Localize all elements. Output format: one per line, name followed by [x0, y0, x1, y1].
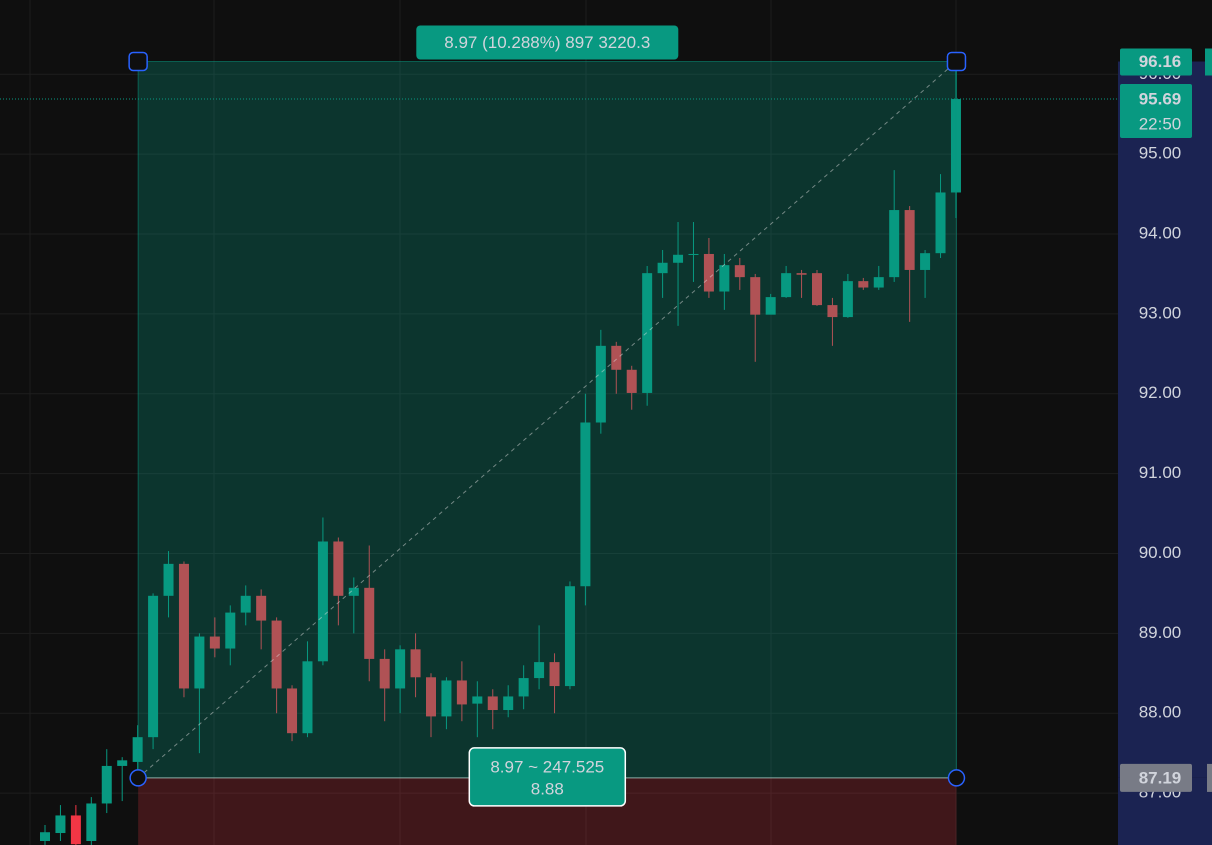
candle-body	[441, 680, 452, 717]
candle-body	[256, 595, 267, 621]
candle-body	[889, 210, 900, 278]
y-tick-label: 90.00	[1139, 543, 1182, 562]
candle-body	[703, 253, 714, 292]
y-tick-label: 94.00	[1139, 223, 1182, 242]
candle-body	[626, 369, 637, 393]
price-label-box	[1120, 763, 1192, 792]
measure-handle	[947, 769, 966, 787]
candle-body	[827, 305, 838, 318]
countdown-label: 22:50	[1139, 115, 1182, 134]
candle-body	[750, 277, 761, 315]
candle-body	[534, 662, 545, 679]
candle-body	[348, 587, 359, 596]
measure-label-box	[468, 747, 627, 807]
candle-body	[673, 254, 684, 263]
candle-body	[796, 273, 807, 275]
price-label-tab	[1205, 48, 1212, 76]
candle-body	[271, 620, 282, 689]
candle-body	[688, 253, 699, 255]
candle-body	[117, 760, 128, 766]
candle-body	[194, 636, 205, 689]
candle-body	[426, 677, 436, 717]
candle-body	[472, 696, 483, 704]
candle-body	[812, 273, 822, 306]
candle-body	[70, 815, 81, 845]
candle-body	[333, 541, 344, 596]
measure-label-top: 8.97 (10.288%) 897 3220.3	[444, 33, 650, 52]
measure-handle	[128, 51, 148, 72]
candle-body	[86, 803, 97, 842]
candle-body	[410, 649, 421, 678]
axis-range-band	[1118, 61, 1212, 778]
candle-body	[518, 678, 529, 697]
measure-handle	[129, 769, 147, 787]
candle-body	[595, 345, 606, 423]
candle-body	[858, 281, 869, 288]
y-tick-label: 88.00	[1139, 703, 1182, 722]
measure-label-box	[416, 25, 679, 60]
price-label-box	[1120, 48, 1192, 76]
candle-body	[580, 422, 591, 587]
measure-label-bottom: 8.88	[531, 779, 564, 798]
candle-body	[240, 595, 251, 613]
price-label-tab	[1207, 763, 1212, 792]
current-price-label: 95.69	[1139, 90, 1182, 109]
candle-body	[719, 265, 730, 292]
candle-body	[456, 680, 467, 705]
candle-body	[317, 541, 328, 662]
candle-body	[781, 273, 792, 298]
candle-body	[842, 281, 853, 318]
measure-handle	[946, 51, 967, 72]
candle-body	[657, 262, 668, 274]
candle-body	[920, 253, 931, 270]
candle-body	[379, 658, 390, 689]
candle-body	[225, 612, 236, 649]
candle-body	[178, 563, 189, 689]
candle-body	[209, 636, 220, 649]
candle-body	[642, 273, 653, 393]
candle-body	[302, 661, 313, 734]
candle-body	[364, 587, 375, 659]
candle-body	[163, 563, 174, 596]
measure-label-range: 8.97 ~ 247.525	[490, 757, 604, 776]
y-tick-label: 91.00	[1139, 463, 1182, 482]
candle-body	[935, 192, 946, 254]
candle-body	[564, 586, 575, 687]
candle-body	[503, 696, 514, 711]
y-tick-label: 92.00	[1139, 383, 1182, 402]
candle-body	[765, 297, 776, 315]
candle-body	[395, 649, 406, 689]
y-tick-label: 93.00	[1139, 303, 1182, 322]
candle-body	[287, 688, 298, 734]
candle-body	[101, 765, 112, 804]
price-label: 87.19	[1139, 768, 1182, 787]
candle-body	[40, 832, 50, 842]
candle-body	[148, 595, 159, 738]
candle-body	[904, 210, 915, 270]
candle-body	[487, 696, 498, 711]
y-tick-label: 95.00	[1139, 144, 1182, 163]
candle-body	[549, 662, 560, 687]
measure-diagonal	[137, 61, 957, 779]
y-tick-label: 89.00	[1139, 623, 1182, 642]
candle-body	[873, 277, 884, 288]
candle-body	[734, 265, 745, 278]
candle-body	[55, 815, 66, 834]
current-price-box	[1120, 84, 1192, 139]
price-label: 96.16	[1139, 52, 1182, 71]
candle-body	[611, 345, 622, 370]
